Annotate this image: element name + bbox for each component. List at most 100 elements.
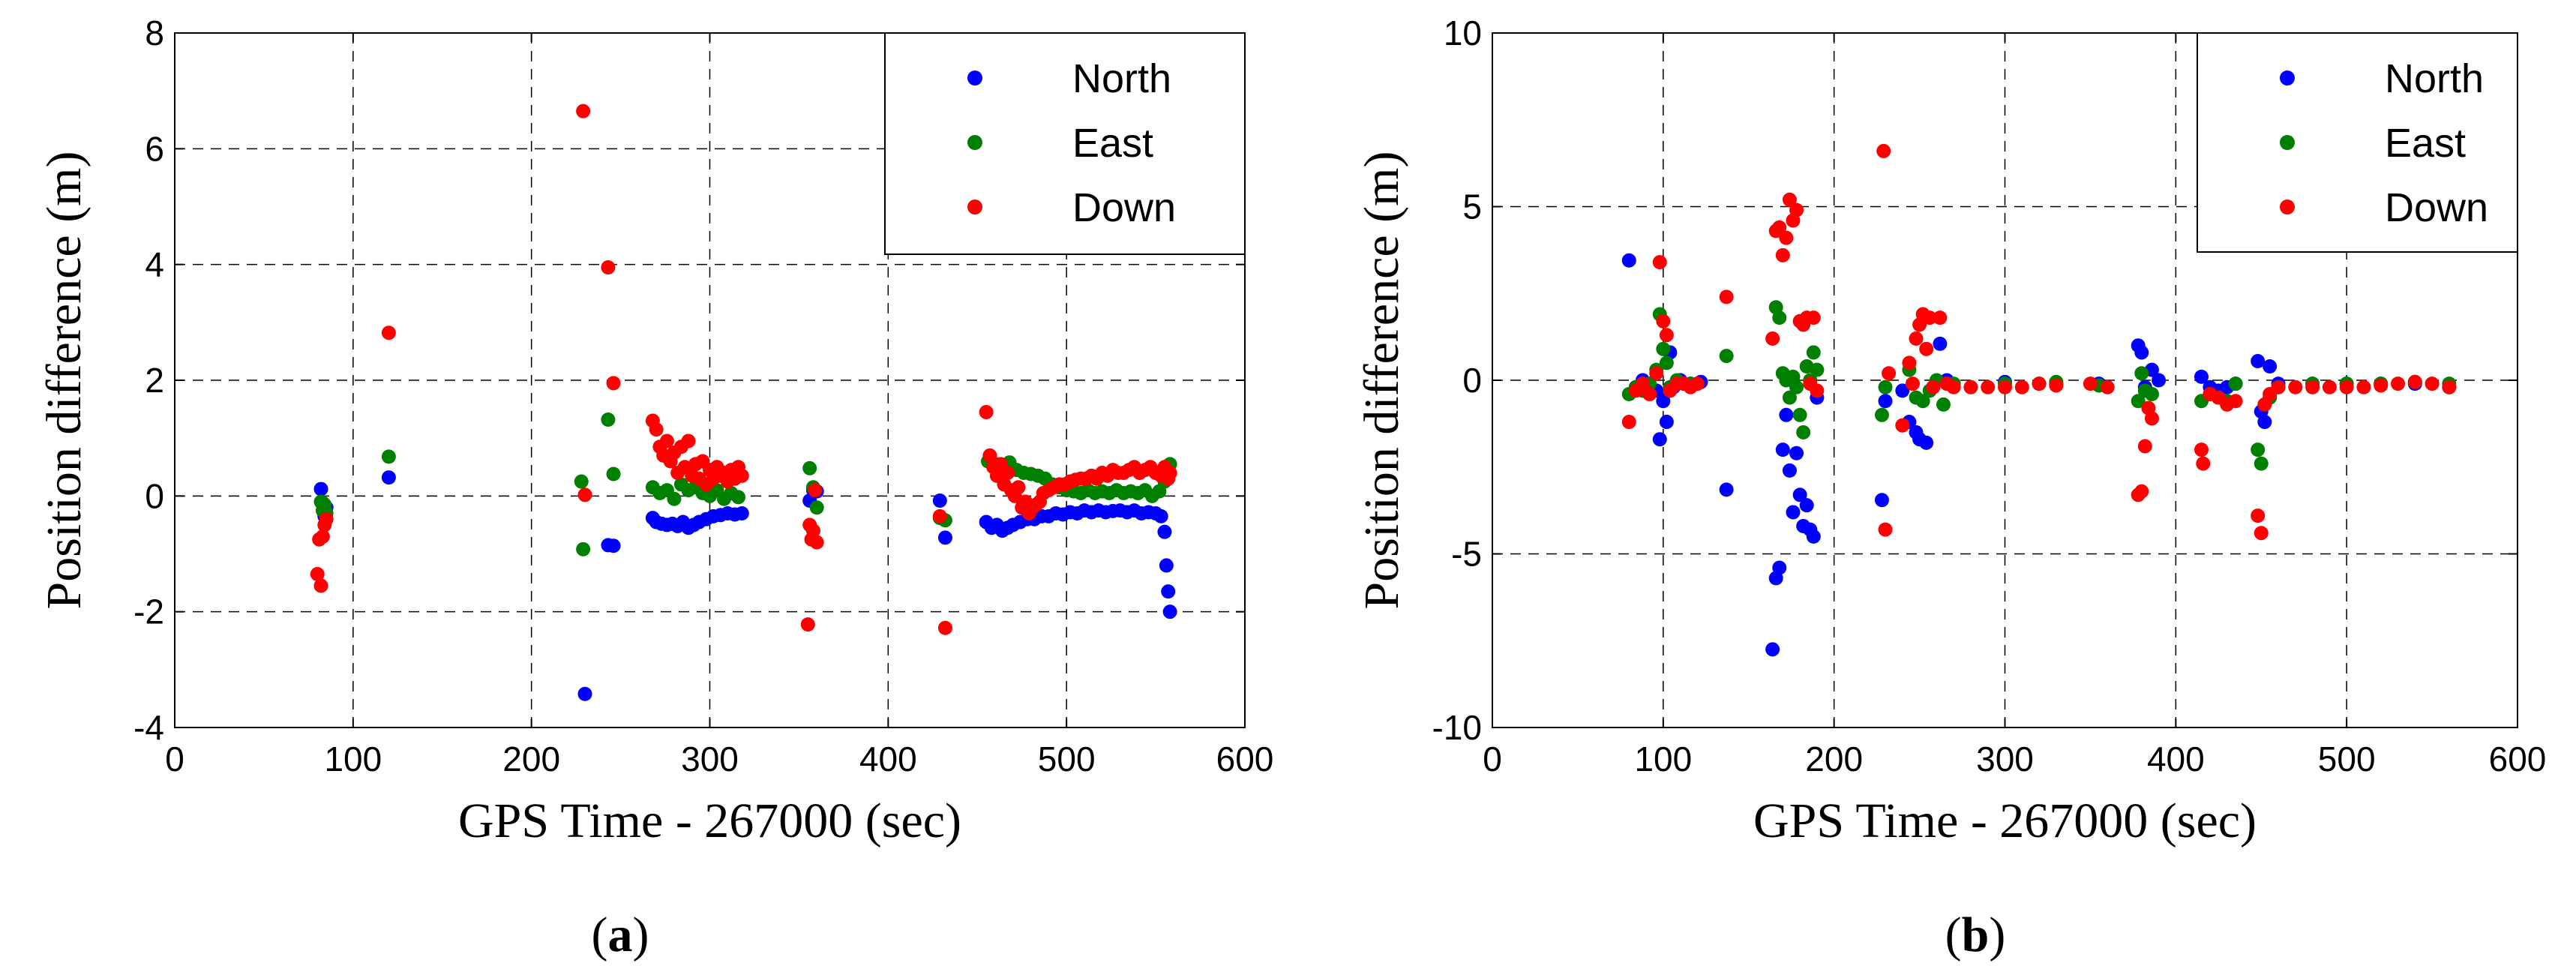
x-tick-label: 200 xyxy=(1805,740,1863,778)
data-point-down xyxy=(1905,376,1920,392)
data-point-east xyxy=(606,466,621,482)
data-point-north xyxy=(1786,505,1801,520)
data-point-down xyxy=(1690,376,1705,392)
data-point-east xyxy=(1915,394,1930,409)
data-point-down xyxy=(576,104,591,118)
data-point-north xyxy=(1162,604,1177,620)
y-tick-label: 0 xyxy=(1462,361,1482,400)
data-point-north xyxy=(932,494,947,508)
data-point-down xyxy=(381,326,396,340)
data-point-down xyxy=(319,512,334,526)
data-point-east xyxy=(2134,366,2149,381)
data-point-down xyxy=(2305,380,2320,394)
data-point-north xyxy=(1806,529,1821,544)
data-point-down xyxy=(2049,378,2064,393)
data-point-north xyxy=(2134,345,2149,360)
data-point-north xyxy=(1719,482,1734,497)
data-point-north xyxy=(1161,584,1176,599)
data-point-down xyxy=(2288,380,2303,394)
data-point-down xyxy=(2251,508,2266,524)
y-tick-label: 10 xyxy=(1444,14,1482,52)
chart-panel-b: 0 100 200 300 400 500 600 -10 -5 0 5 10 GPS Time - 2… xyxy=(1354,14,2546,962)
data-point-east xyxy=(1806,345,1821,360)
data-point-down xyxy=(2271,380,2286,394)
data-point-east xyxy=(1792,407,1807,422)
data-point-down xyxy=(1656,314,1671,328)
data-point-down xyxy=(2254,526,2269,541)
data-point-down xyxy=(2144,411,2159,426)
legend: North East Down xyxy=(884,32,1246,255)
data-point-north xyxy=(1782,463,1797,478)
y-tick-label: 2 xyxy=(145,361,164,400)
data-point-down xyxy=(1011,480,1026,495)
data-point-down xyxy=(1963,380,1978,394)
legend-label-east: East xyxy=(1072,121,1153,166)
data-point-east xyxy=(1659,356,1674,370)
data-point-east xyxy=(1656,341,1671,356)
data-point-down xyxy=(805,524,820,538)
data-point-east xyxy=(2251,442,2266,458)
data-point-down xyxy=(649,422,664,437)
data-point-down xyxy=(310,567,325,582)
y-tick-label: 4 xyxy=(145,245,164,284)
data-point-down xyxy=(2137,439,2152,454)
data-point-down xyxy=(1882,366,1897,381)
data-point-north xyxy=(1878,394,1893,409)
legend-box xyxy=(884,32,1246,255)
data-point-north xyxy=(1159,558,1174,573)
data-point-north xyxy=(1779,407,1794,422)
data-point-down xyxy=(979,404,994,419)
caption-open-paren: ( xyxy=(1945,908,1962,962)
data-point-east xyxy=(601,412,616,427)
data-point-down xyxy=(1765,331,1780,346)
data-point-north xyxy=(606,538,621,554)
data-point-down xyxy=(1876,143,1891,158)
data-point-north xyxy=(1659,415,1674,430)
y-tick-label: -2 xyxy=(133,592,164,632)
series-down xyxy=(310,104,1177,635)
y-tick-label: 8 xyxy=(145,14,164,52)
data-point-north xyxy=(1765,642,1780,657)
caption-letter: b xyxy=(1962,908,1990,962)
data-point-down xyxy=(1909,331,1924,346)
data-point-down xyxy=(659,434,674,448)
data-point-east xyxy=(576,542,591,556)
data-point-east xyxy=(1810,362,1825,377)
x-tick-label: 400 xyxy=(859,740,917,778)
data-point-north xyxy=(381,470,396,485)
data-point-north xyxy=(734,506,749,520)
y-tick-label: -10 xyxy=(1432,708,1482,747)
data-point-down xyxy=(809,535,824,550)
data-point-down xyxy=(2339,380,2354,394)
data-point-east xyxy=(1796,424,1811,440)
data-point-down xyxy=(2014,380,2029,394)
data-point-north xyxy=(1775,442,1790,458)
x-tick-label: 0 xyxy=(1483,740,1502,778)
legend-label-east: East xyxy=(2385,121,2466,166)
data-point-down xyxy=(2228,394,2243,409)
data-point-down xyxy=(1659,328,1674,343)
data-point-north xyxy=(1789,446,1804,460)
x-axis-title: GPS Time - 267000 (sec) xyxy=(458,794,961,848)
data-point-east xyxy=(574,474,589,489)
data-point-east xyxy=(1874,407,1889,422)
data-point-north xyxy=(937,530,952,545)
caption-close-paren: ) xyxy=(1989,908,2005,962)
data-point-down xyxy=(2322,380,2337,394)
data-point-down xyxy=(1775,248,1790,262)
data-point-east xyxy=(802,460,817,476)
legend-marker-east xyxy=(967,135,982,150)
data-point-down xyxy=(2083,376,2098,392)
y-tick-label: -4 xyxy=(133,708,164,747)
data-point-down xyxy=(313,578,328,593)
x-tick-label: 100 xyxy=(324,740,382,778)
data-point-down xyxy=(1806,310,1821,326)
data-point-down xyxy=(2374,378,2389,393)
data-point-down xyxy=(1621,415,1636,430)
data-point-east xyxy=(2254,456,2269,471)
data-point-north xyxy=(1153,508,1168,524)
caption-close-paren: ) xyxy=(633,908,649,962)
panel-caption: (b) xyxy=(1945,908,2006,962)
chart-panel-a: 0 100 200 300 400 500 600 -4 -2 0 2 4 6 8 GPS Time - 2… xyxy=(37,14,1273,962)
